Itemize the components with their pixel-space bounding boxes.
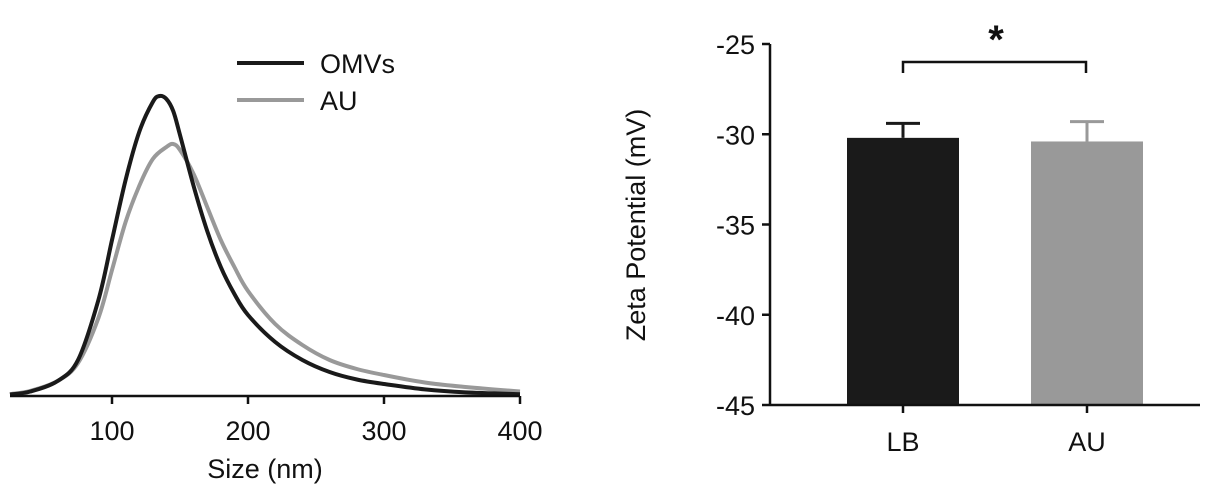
series-line-au (9, 141, 521, 397)
series-line-omvs (9, 93, 521, 397)
size-x-axis-title: Size (nm) (207, 454, 323, 484)
zeta-potential-chart: Zeta Potential (mV) -25 -30 -35 -40 -45 LB AU… (621, 18, 1200, 457)
zeta-y-tick-label: -25 (716, 30, 755, 60)
significance-star: * (988, 18, 1004, 62)
zeta-y-tick-label: -30 (716, 120, 755, 150)
zeta-x-tick-label: LB (886, 427, 919, 457)
significance-bracket (901, 60, 1088, 73)
zeta-x-tick-label: AU (1068, 427, 1106, 457)
zeta-y-tick-label: -35 (716, 211, 755, 241)
size-series-group (9, 93, 521, 397)
size-x-tick-label: 300 (361, 416, 406, 446)
size-x-tick-label: 400 (497, 416, 542, 446)
zeta-bars (847, 120, 1143, 406)
significance-bracket-group: * (901, 18, 1088, 73)
size-x-tick-label: 200 (225, 416, 270, 446)
zeta-y-tick-label: -45 (716, 391, 755, 421)
size-distribution-chart: 100 200 300 400 Size (nm) OMVs AU (9, 49, 543, 484)
size-x-tick-label: 100 (89, 416, 134, 446)
legend-label-au: AU (320, 86, 358, 116)
legend-label-omvs: OMVs (320, 49, 395, 79)
bar-lb (847, 137, 959, 406)
bar-au (1031, 141, 1143, 405)
zeta-y-tick-label: -40 (716, 301, 755, 331)
size-legend: OMVs AU (237, 49, 395, 116)
size-x-ticks: 100 200 300 400 (89, 396, 543, 446)
zeta-y-ticks: -25 -30 -35 -40 -45 (716, 30, 770, 421)
zeta-x-ticks: LB AU (886, 405, 1106, 457)
zeta-y-axis-title: Zeta Potential (mV) (621, 109, 651, 342)
